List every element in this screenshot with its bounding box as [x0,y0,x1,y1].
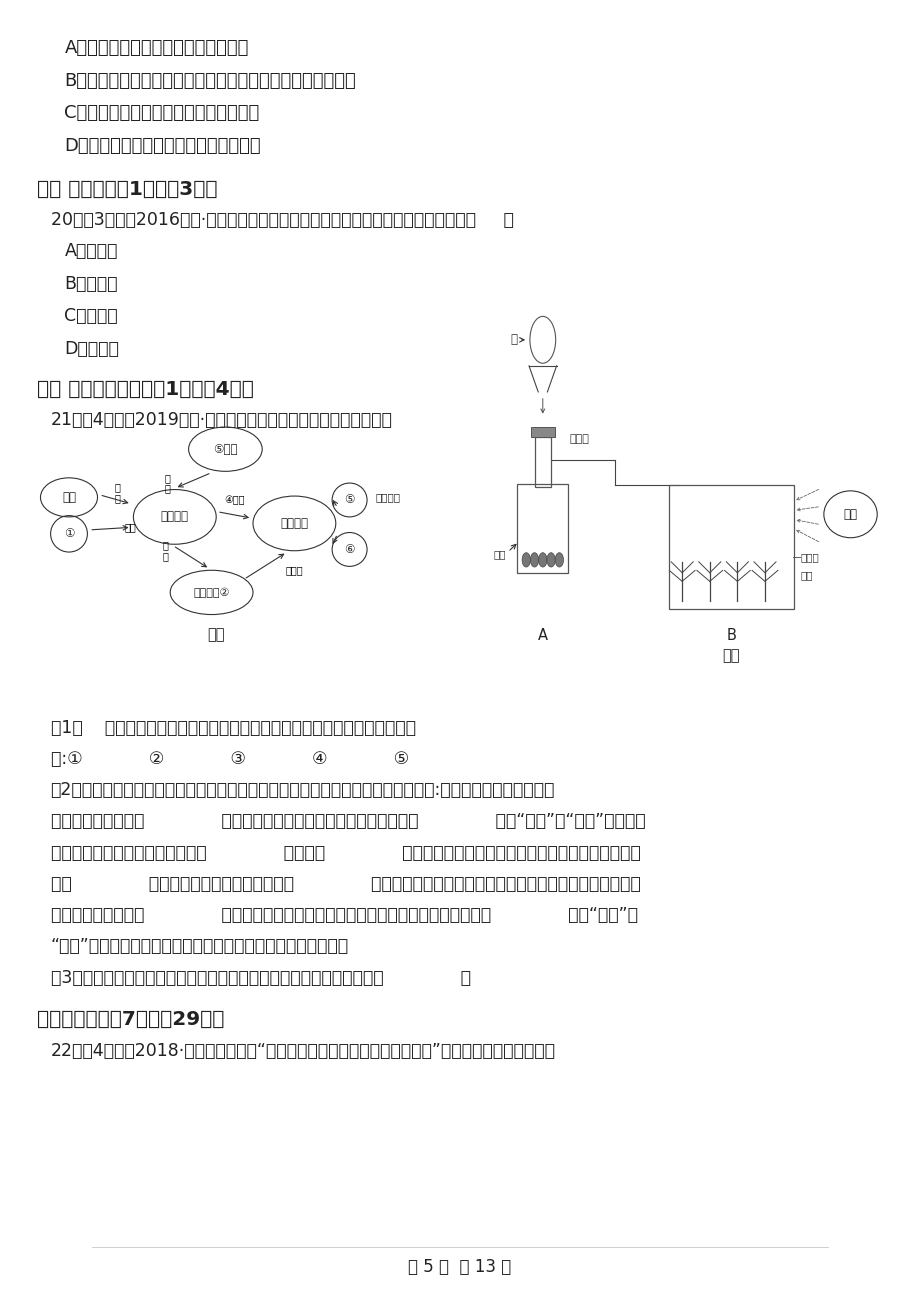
Text: 种子: 种子 [493,549,505,560]
Ellipse shape [546,553,555,568]
Text: （2）图二为种子呼吸作用和幼苗光合作用实验图，结合图一解释图二实验中的现象:瓶中加适量水后种子的呼: （2）图二为种子呼吸作用和幼苗光合作用实验图，结合图一解释图二实验中的现象:瓶中… [51,781,554,799]
Text: ①: ① [63,527,74,540]
Text: 字:①            ②            ③            ④            ⑤: 字:① ② ③ ④ ⑤ [51,750,469,768]
Text: 料: 料 [165,483,170,493]
Text: ⑥: ⑥ [344,543,355,556]
Bar [516,484,568,573]
Text: A: A [538,628,547,643]
Text: 22．（4分）（2018·扶沟模拟）根据“用显微镜观察小鱼尾鳓内血液的流动”的实验，回答下列问题。: 22．（4分）（2018·扶沟模拟）根据“用显微镜观察小鱼尾鳓内血液的流动”的实… [51,1042,555,1060]
Text: 用手触摸盛种子的玻璃瓶，会感到              ，这说明              ；将玻璃罩内叶片取下脱色后滴加碰液，观察到的现: 用手触摸盛种子的玻璃瓶，会感到 ，这说明 ；将玻璃罩内叶片取下脱色后滴加碰液，观… [51,844,640,862]
Text: （3）实验过程中，玻璃罩内壁上出现了大量水珠，请分析水珠主要来自              。: （3）实验过程中，玻璃罩内壁上出现了大量水珠，请分析水珠主要来自 。 [51,969,471,987]
Bar [530,427,554,437]
Text: 释放能量: 释放能量 [375,492,400,503]
Text: 原: 原 [165,473,170,483]
Ellipse shape [555,553,563,568]
Text: 度过低，抑制幼苗的              ，致使幼苗进行光合作用时所需的能量减少，导致光合作用              （填“增强”或: 度过低，抑制幼苗的 ，致使幼苗进行光合作用时所需的能量减少，导致光合作用 （填“… [51,906,637,924]
Text: B: B [726,628,735,643]
Text: 吸作用加强，产生的              气体增多，从而使玻璃罩内幼苗的光合作用              （填“增强”或“减弱”）；如果: 吸作用加强，产生的 气体增多，从而使玻璃罩内幼苗的光合作用 （填“增强”或“减弱… [51,812,644,831]
Text: B．菜豆和玉米种子的胚都是由胚芽、胚轴、胚根和子叶构成: B．菜豆和玉米种子的胚都是由胚芽、胚轴、胚根和子叶构成 [64,72,356,90]
Text: B．细胞膜: B．细胞膜 [64,275,118,293]
Text: A．细胞壁: A．细胞壁 [64,242,118,260]
Text: 物: 物 [163,540,168,551]
Text: 件: 件 [114,493,120,503]
Text: ④意义: ④意义 [224,496,244,505]
Text: 玻璃管: 玻璃管 [569,434,589,444]
Text: 光照: 光照 [62,491,76,504]
Text: 玻璃罩: 玻璃罩 [800,552,819,562]
Text: D．叶绻体: D．叶绻体 [64,340,119,358]
Text: 象是              ；说明光合作用产生的有机物是              。如果瓶子中种子的呼吸作用过于旺盛，致使玻璃罩内氧浓: 象是 ；说明光合作用产生的有机物是 。如果瓶子中种子的呼吸作用过于旺盛，致使玻璃… [51,875,640,893]
Ellipse shape [522,553,529,568]
Text: D．玉米种子没有子叶、菜豆种子有子叶: D．玉米种子没有子叶、菜豆种子有子叶 [64,137,261,155]
Text: 隔板: 隔板 [800,570,812,581]
Text: 三、 新添加的题型（共1题；共4分）: 三、 新添加的题型（共1题；共4分） [37,380,254,400]
Text: 20．（3分）（2016八上·深圳期中）人体神经细胞和小麦叶肉细胞相比，前者缺少（     ）: 20．（3分）（2016八上·深圳期中）人体神经细胞和小麦叶肉细胞相比，前者缺少… [51,211,513,229]
Text: 条: 条 [114,483,120,492]
Text: 场所: 场所 [125,522,136,533]
Text: ⑤＋水: ⑤＋水 [213,443,237,456]
Bar [669,486,793,609]
Text: 图二: 图二 [721,648,740,664]
Text: 产: 产 [163,551,168,561]
Text: “减弱”）。可见光合作用和呼吸作用是相互联系、相互依存的。: “减弱”）。可见光合作用和呼吸作用是相互联系、相互依存的。 [51,937,348,956]
Text: A．菜豆种子和玉米种子都有种皮和胚: A．菜豆种子和玉米种子都有种皮和胚 [64,39,248,57]
Text: 21．（4分）（2019七上·玉田期末）请据图及所学知识回答问题：: 21．（4分）（2019七上·玉田期末）请据图及所学知识回答问题： [51,411,392,430]
Text: 图一: 图一 [207,628,225,643]
Text: C．菜豆种子没有胚乳，玉米种子有胚乳: C．菜豆种子没有胚乳，玉米种子有胚乳 [64,104,259,122]
Text: C．细胞核: C．细胞核 [64,307,118,326]
Text: 光源: 光源 [843,508,857,521]
Text: 四、综合题（共7题；匩29分）: 四、综合题（共7题；匩29分） [37,1010,224,1030]
Text: 有机物＋②: 有机物＋② [193,587,230,598]
Text: 光合作用: 光合作用 [161,510,188,523]
Text: 呼吸作用: 呼吸作用 [280,517,308,530]
Ellipse shape [539,553,546,568]
Ellipse shape [529,553,539,568]
Text: 原场所: 原场所 [285,565,303,575]
Text: （1）    图一为植物体呼吸作用和光合作用概念图，写出图中序号所代表的文: （1） 图一为植物体呼吸作用和光合作用概念图，写出图中序号所代表的文 [51,719,415,737]
Text: ⑤: ⑤ [344,493,355,506]
Text: 二、 多选题（共1题；共3分）: 二、 多选题（共1题；共3分） [37,180,217,199]
Bar [534,437,550,487]
Text: 水: 水 [509,333,516,346]
Text: 第 5 页  共 13 页: 第 5 页 共 13 页 [408,1258,511,1276]
